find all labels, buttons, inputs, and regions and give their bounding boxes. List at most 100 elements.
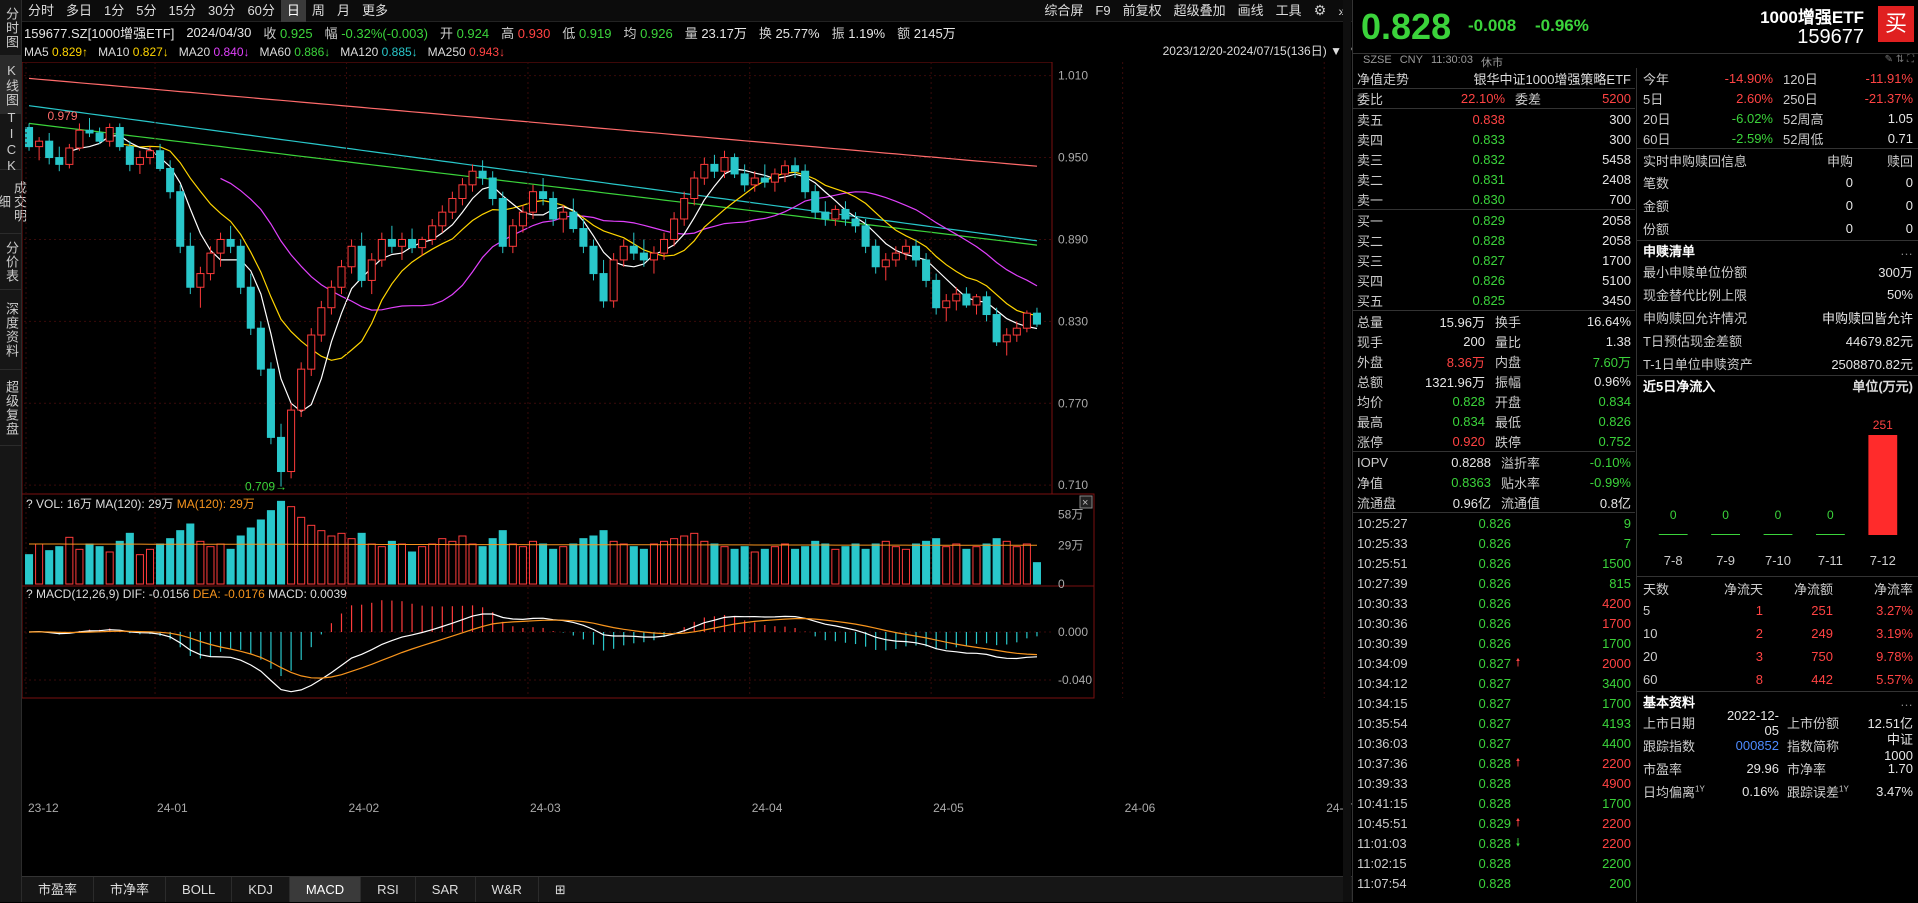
bid-row[interactable]: 买五 0.825 3450 (1353, 290, 1635, 310)
candle-body[interactable] (488, 177, 497, 200)
candle-body[interactable] (256, 327, 265, 370)
candle-body[interactable] (85, 129, 94, 134)
candle-body[interactable] (639, 252, 648, 261)
candle-body[interactable] (327, 286, 336, 309)
basic-more-button[interactable]: … (1900, 694, 1913, 709)
candle-body[interactable] (569, 211, 578, 230)
candle-body[interactable] (579, 228, 588, 247)
help-icon[interactable]: ? (26, 497, 36, 511)
candle-body[interactable] (408, 238, 417, 249)
candle-body[interactable] (760, 177, 769, 183)
nav-5[interactable]: 深度资料 (0, 290, 22, 370)
candle-body[interactable] (1022, 312, 1031, 329)
period-2[interactable]: 1分 (104, 2, 125, 18)
candle-body[interactable] (428, 225, 437, 240)
candle-body[interactable] (1032, 312, 1041, 325)
candle-body[interactable] (952, 293, 961, 302)
candle-body[interactable] (962, 293, 971, 306)
candle-body[interactable] (135, 157, 144, 165)
candle-body[interactable] (95, 132, 104, 142)
candle-body[interactable] (599, 273, 608, 302)
bid-row[interactable]: 买四 0.826 5100 (1353, 270, 1635, 290)
tab-kdj[interactable]: KDJ (232, 877, 290, 902)
candle-body[interactable] (397, 238, 406, 247)
candle-body[interactable] (145, 150, 155, 159)
tab-sar[interactable]: SAR (416, 877, 476, 902)
nav-trend-label[interactable]: 净值走势 (1357, 71, 1410, 87)
ask-row[interactable]: 卖二 0.831 2408 (1353, 169, 1635, 189)
candle-body[interactable] (801, 170, 810, 193)
candle-body[interactable] (821, 211, 830, 220)
help-icon[interactable]: ? (26, 587, 36, 601)
panel-icons[interactable]: ✎ ⇅ ⛶ (1884, 54, 1914, 65)
candle-body[interactable] (65, 147, 74, 165)
candle-body[interactable] (559, 211, 568, 220)
candle-body[interactable] (841, 208, 850, 220)
nav-3[interactable]: 成交明细 (0, 170, 27, 234)
candle-body[interactable] (357, 245, 366, 281)
candle-body[interactable] (287, 409, 296, 473)
candle-body[interactable] (115, 127, 124, 148)
tool-4[interactable]: 画线 (1237, 2, 1264, 18)
candle-body[interactable] (418, 238, 427, 249)
tab-rsi[interactable]: RSI (361, 877, 416, 902)
tool-2[interactable]: 前复权 (1122, 2, 1162, 18)
candle-body[interactable] (730, 157, 739, 175)
candle-body[interactable] (246, 286, 255, 329)
candle-body[interactable] (317, 307, 326, 336)
candle-body[interactable] (972, 296, 981, 306)
tab-wr[interactable]: W&R (476, 877, 539, 902)
candle-body[interactable] (236, 245, 245, 288)
nav-4[interactable]: 分价表 (0, 234, 22, 290)
candle-body[interactable] (105, 127, 114, 142)
candle-body[interactable] (609, 259, 618, 302)
candle-body[interactable] (700, 163, 709, 179)
candle-body[interactable] (619, 245, 628, 261)
candle-body[interactable] (45, 140, 54, 159)
candle-body[interactable] (55, 157, 64, 165)
candle-body[interactable] (186, 245, 195, 288)
candle-body[interactable] (528, 191, 538, 213)
panel-collapse-handle[interactable] (1343, 0, 1351, 902)
add-tab-icon[interactable]: ⊞ (554, 882, 566, 897)
candle-body[interactable] (780, 165, 790, 175)
nav-0[interactable]: 分时图 (0, 0, 22, 56)
candle-body[interactable] (539, 191, 548, 200)
candle-body[interactable] (468, 170, 477, 186)
candle-body[interactable] (156, 150, 165, 169)
candle-body[interactable] (377, 238, 386, 261)
candle-body[interactable] (75, 129, 84, 149)
bid-row[interactable]: 买三 0.827 1700 (1353, 250, 1635, 270)
period-1[interactable]: 多日 (66, 2, 93, 18)
candle-body[interactable] (297, 368, 306, 411)
candle-body[interactable] (851, 218, 860, 227)
close-pane-icon[interactable] (1079, 495, 1093, 509)
candle-body[interactable] (992, 314, 1001, 343)
candle-body[interactable] (266, 368, 275, 438)
candle-body[interactable] (125, 146, 134, 165)
tab-macd[interactable]: MACD (289, 877, 362, 902)
period-3[interactable]: 5分 (136, 2, 157, 18)
candle-body[interactable] (549, 198, 558, 220)
date-range[interactable]: 2023/12/20-2024/07/15(136日) ▼ ? (1163, 42, 1352, 59)
candle-body[interactable] (1002, 334, 1011, 343)
chart-area[interactable]: 1.010 0.950 0.890 0.830 0.770 0.710 0.979 0.709… (21, 61, 1357, 877)
candle-body[interactable] (508, 225, 517, 247)
candle-body[interactable] (25, 127, 34, 148)
candle-body[interactable] (498, 198, 507, 247)
candle-body[interactable] (337, 266, 346, 288)
candle-body[interactable] (226, 238, 235, 247)
candle-body[interactable] (307, 334, 316, 370)
candle-body[interactable] (166, 167, 175, 193)
close-pane-glyph[interactable]: × (1082, 497, 1088, 509)
nav-1[interactable]: K线图 (0, 56, 22, 114)
period-5[interactable]: 30分 (207, 2, 236, 18)
candle-body[interactable] (438, 211, 447, 227)
candle-body[interactable] (458, 184, 467, 200)
candle-body[interactable] (922, 259, 931, 281)
candle-body[interactable] (901, 245, 910, 254)
candle-body[interactable] (206, 252, 215, 275)
candle-body[interactable] (891, 252, 900, 261)
period-7[interactable]: 日 (280, 0, 306, 22)
candle-body[interactable] (680, 198, 689, 220)
